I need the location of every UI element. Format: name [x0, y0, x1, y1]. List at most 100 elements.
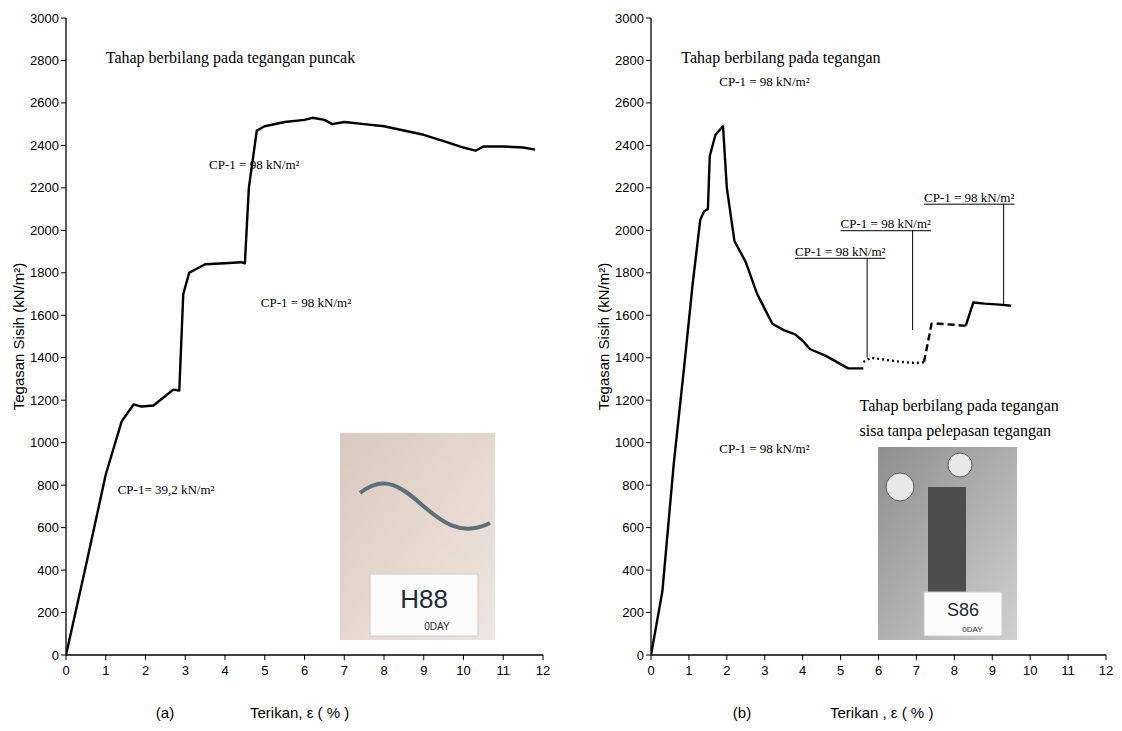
- x-tick: [802, 655, 803, 660]
- y-tick: [61, 400, 66, 401]
- x-tick: [1068, 655, 1069, 660]
- x-tick-label: 9: [420, 663, 427, 678]
- y-tick-label: 1400: [30, 350, 59, 365]
- annotation: CP-1 = 98 kN/m²: [841, 216, 931, 231]
- x-tick: [185, 655, 186, 660]
- y-tick: [61, 485, 66, 486]
- annotation: Tahap berbilang pada tegangan puncak: [106, 49, 355, 67]
- y-tick: [61, 655, 66, 656]
- x-tick: [543, 655, 544, 660]
- x-tick: [423, 655, 424, 660]
- y-axis-line: [650, 18, 651, 655]
- annotation-underline: [924, 204, 1014, 205]
- y-tick: [61, 315, 66, 316]
- y-tick: [646, 60, 651, 61]
- x-tick: [105, 655, 106, 660]
- y-tick-label: 600: [37, 520, 59, 535]
- y-tick: [646, 655, 651, 656]
- y-tick: [646, 400, 651, 401]
- y-tick-label: 2200: [615, 180, 644, 195]
- x-tick: [384, 655, 385, 660]
- y-tick: [646, 145, 651, 146]
- annotation: CP-1 = 98 kN/m²: [719, 441, 809, 456]
- annotation-underline: [841, 230, 931, 231]
- x-tick: [304, 655, 305, 660]
- leader-line: [867, 258, 868, 358]
- series-line: [966, 303, 1012, 326]
- y-tick-label: 1200: [30, 393, 59, 408]
- photo-card: [924, 592, 1002, 636]
- data-group: [66, 118, 535, 655]
- x-tick: [992, 655, 993, 660]
- annotation: CP-1 = 98 kN/m²: [924, 190, 1014, 205]
- y-tick: [646, 102, 651, 103]
- annotation: CP-1 = 98 kN/m²: [795, 244, 885, 259]
- photo-frame: [340, 433, 495, 640]
- x-tick: [225, 655, 226, 660]
- y-tick: [61, 187, 66, 188]
- x-tick-label: 2: [723, 663, 730, 678]
- series-line: [651, 126, 863, 655]
- x-tick-label: 12: [1099, 663, 1113, 678]
- annotation: CP-1 = 98 kN/m²: [719, 74, 809, 89]
- x-tick-label: 6: [301, 663, 308, 678]
- x-tick: [688, 655, 689, 660]
- x-tick-label: 5: [261, 663, 268, 678]
- y-tick-label: 400: [622, 563, 644, 578]
- y-tick-label: 2400: [30, 138, 59, 153]
- x-tick: [66, 655, 67, 660]
- y-tick-label: 2800: [615, 53, 644, 68]
- y-tick: [61, 612, 66, 613]
- x-tick-label: 11: [1061, 663, 1075, 678]
- x-tick: [1106, 655, 1107, 660]
- y-tick: [646, 570, 651, 571]
- y-tick-label: 1000: [30, 435, 59, 450]
- x-tick-label: 11: [497, 663, 511, 678]
- y-tick-label: 2800: [30, 53, 59, 68]
- y-tick-label: 0: [52, 648, 59, 663]
- y-tick-label: 1200: [615, 393, 644, 408]
- x-tick: [145, 655, 146, 660]
- panel: H880DAY020040060080010001200140016001800…: [10, 11, 550, 722]
- y-axis-title: Tegasan Sisih (kN/m²): [10, 263, 27, 411]
- y-tick-label: 800: [37, 478, 59, 493]
- y-tick-label: 2400: [615, 138, 644, 153]
- series-line: [863, 358, 924, 363]
- annotation: CP-1= 39,2 kN/m²: [118, 482, 215, 497]
- y-tick-label: 1800: [30, 265, 59, 280]
- x-tick-label: 6: [875, 663, 882, 678]
- x-tick-label: 9: [989, 663, 996, 678]
- x-tick: [954, 655, 955, 660]
- series-line: [924, 324, 966, 362]
- y-tick: [646, 272, 651, 273]
- y-tick: [61, 230, 66, 231]
- photo: H880DAY: [340, 433, 495, 640]
- photo-label: S86: [947, 600, 979, 620]
- x-tick-label: 7: [341, 663, 348, 678]
- photo-tube: [360, 483, 490, 528]
- y-tick-label: 3000: [30, 11, 59, 26]
- y-tick: [646, 442, 651, 443]
- y-tick-label: 200: [37, 605, 59, 620]
- photo-card: [370, 574, 478, 636]
- photo-gauge: [886, 473, 914, 501]
- annotation-underline: [795, 258, 885, 259]
- y-tick-label: 2200: [30, 180, 59, 195]
- annotation: CP-1 = 98 kN/m²: [209, 157, 299, 172]
- photo-sample: [928, 487, 966, 597]
- x-tick: [503, 655, 504, 660]
- x-tick: [726, 655, 727, 660]
- series-line: [66, 118, 535, 655]
- photo-sublabel: 0DAY: [962, 625, 983, 634]
- x-tick-label: 10: [1023, 663, 1037, 678]
- y-tick-label: 2600: [30, 95, 59, 110]
- x-tick-label: 3: [761, 663, 768, 678]
- x-tick-label: 3: [182, 663, 189, 678]
- annotation: Tahap berbilang pada tegangan: [681, 49, 880, 67]
- y-axis-line: [65, 18, 66, 655]
- figure: H880DAY020040060080010001200140016001800…: [0, 0, 1122, 731]
- annotation: sisa tanpa pelepasan tegangan: [860, 422, 1051, 440]
- photo-sublabel: 0DAY: [424, 621, 450, 632]
- x-tick: [651, 655, 652, 660]
- y-tick: [646, 527, 651, 528]
